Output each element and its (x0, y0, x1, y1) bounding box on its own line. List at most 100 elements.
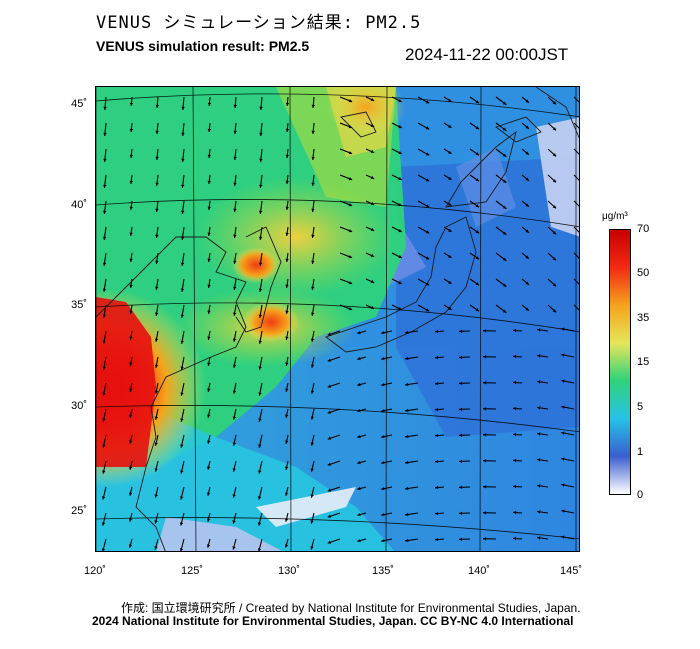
wind-arrowhead (513, 380, 517, 385)
wind-arrowhead (311, 104, 315, 108)
wind-arrowhead (370, 279, 375, 283)
wind-arrowhead (459, 485, 463, 489)
wind-arrowhead (103, 236, 107, 240)
wind-arrow (573, 252, 579, 259)
wind-arrowhead (233, 208, 237, 212)
colorbar-tick-70: 70 (637, 223, 650, 235)
wind-arrowhead (285, 128, 290, 132)
wind-arrowhead (285, 206, 289, 210)
wind-arrowhead (327, 384, 332, 388)
wind-arrowhead (405, 434, 409, 439)
wind-arrowhead (154, 364, 159, 368)
wind-arrowhead (357, 382, 361, 387)
wind-arrowhead (101, 548, 106, 551)
wind-arrowhead (405, 408, 409, 413)
wind-arrowhead (327, 358, 332, 362)
wind-arrowhead (483, 537, 487, 541)
wind-arrowhead (259, 106, 263, 110)
pm25-map (95, 86, 580, 552)
wind-arrowhead (370, 227, 375, 231)
wind-arrowhead (525, 255, 529, 259)
wind-arrowhead (129, 180, 133, 184)
wind-arrowhead (311, 260, 315, 264)
map-canvas (96, 87, 579, 551)
wind-arrowhead (207, 492, 211, 496)
wind-arrowhead (180, 288, 185, 292)
title-japanese: VENUS シミュレーション結果: PM2.5 (96, 13, 422, 33)
wind-arrowhead (502, 309, 507, 313)
wind-arrowhead (513, 406, 517, 411)
wind-arrowhead (448, 306, 452, 310)
wind-arrowhead (129, 492, 133, 496)
wind-arrowhead (370, 149, 375, 153)
wind-arrowhead (285, 180, 289, 184)
wind-arrowhead (381, 383, 385, 387)
wind-arrowhead (425, 152, 430, 156)
wind-arrowhead (348, 229, 353, 233)
wind-arrowhead (311, 130, 315, 134)
wind-arrowhead (327, 332, 332, 336)
lon-tick-140: 140˚ (467, 565, 491, 577)
wind-arrowhead (475, 100, 480, 104)
wind-arrowhead (357, 356, 361, 361)
wind-arrowhead (525, 99, 529, 103)
wind-arrowhead (154, 390, 159, 394)
wind-arrowhead (381, 331, 385, 335)
wind-arrowhead (129, 336, 133, 340)
wind-arrowhead (180, 366, 184, 370)
wind-arrowhead (537, 328, 541, 332)
wind-arrowhead (405, 460, 409, 465)
wind-arrowhead (348, 255, 353, 259)
wind-arrowhead (154, 546, 158, 550)
wind-arrowhead (285, 362, 289, 366)
wind-arrowhead (128, 518, 133, 522)
wind-arrowhead (206, 544, 211, 548)
forecast-datetime: 2024-11-22 00:00JST (405, 45, 569, 64)
wind-arrowhead (425, 308, 430, 312)
lon-tick-120: 120˚ (83, 565, 107, 577)
wind-arrowhead (233, 286, 237, 290)
wind-arrowhead (258, 444, 262, 448)
wind-arrowhead (435, 537, 439, 542)
wind-arrowhead (483, 329, 487, 333)
wind-arrowhead (370, 305, 375, 309)
wind-arrowhead (502, 179, 507, 183)
wind-arrowhead (103, 158, 107, 162)
wind-arrowhead (513, 536, 517, 541)
wind-arrowhead (129, 440, 133, 444)
wind-arrowhead (181, 236, 185, 240)
wind-arrowhead (233, 104, 237, 108)
wind-arrowhead (327, 514, 332, 518)
wind-arrowhead (155, 286, 159, 290)
wind-arrowhead (513, 354, 517, 359)
wind-arrowhead (310, 364, 315, 368)
wind-arrowhead (181, 184, 185, 188)
wind-arrowhead (310, 338, 315, 342)
wind-arrowhead (435, 485, 439, 490)
wind-arrowhead (513, 510, 517, 515)
wind-arrowhead (561, 405, 565, 409)
wind-arrowhead (525, 203, 529, 207)
wind-arrowhead (370, 253, 375, 257)
wind-arrowhead (155, 208, 159, 212)
wind-arrowhead (129, 102, 134, 106)
wind-arrowhead (425, 100, 430, 104)
wind-arrowhead (483, 433, 487, 437)
wind-arrowhead (102, 418, 106, 422)
wind-arrowhead (259, 132, 263, 136)
wind-arrowhead (483, 485, 487, 489)
wind-arrowhead (180, 418, 184, 422)
wind-arrowhead (370, 201, 375, 205)
wind-arrowhead (129, 154, 133, 158)
wind-arrowhead (232, 364, 237, 368)
wind-arrowhead (552, 205, 557, 209)
wind-arrowhead (285, 414, 289, 418)
wind-arrowhead (257, 522, 262, 526)
wind-arrowhead (459, 355, 463, 359)
wind-arrowhead (102, 288, 107, 292)
wind-arrowhead (327, 410, 332, 414)
wind-arrowhead (207, 284, 211, 288)
wind-arrowhead (435, 355, 439, 360)
wind-arrowhead (405, 486, 409, 491)
wind-arrowhead (552, 153, 557, 157)
